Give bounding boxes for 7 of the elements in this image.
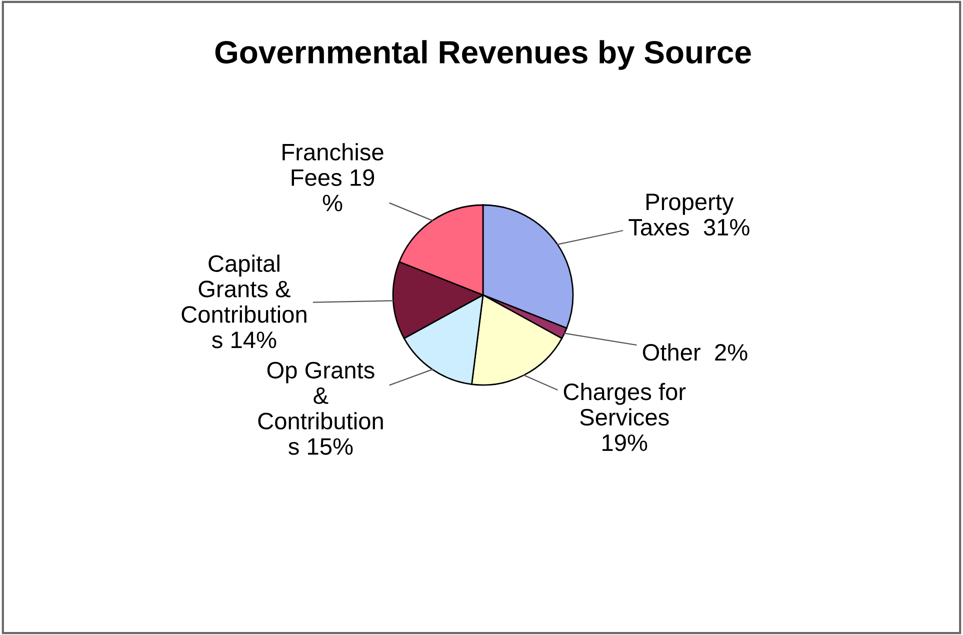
slice-label: Op Grants & Contribution s 15% xyxy=(258,362,383,455)
slice-label: Charges for Services 19% xyxy=(564,382,686,452)
slice-label: Property Taxes 31% xyxy=(628,194,750,236)
chart-title: Governmental Revenues by Source xyxy=(215,40,751,70)
slice-label: Other 2% xyxy=(642,343,748,361)
slice-label: Franchise Fees 19 % xyxy=(282,143,384,212)
slice-label: Capital Grants & Contribution s 14% xyxy=(182,254,306,348)
